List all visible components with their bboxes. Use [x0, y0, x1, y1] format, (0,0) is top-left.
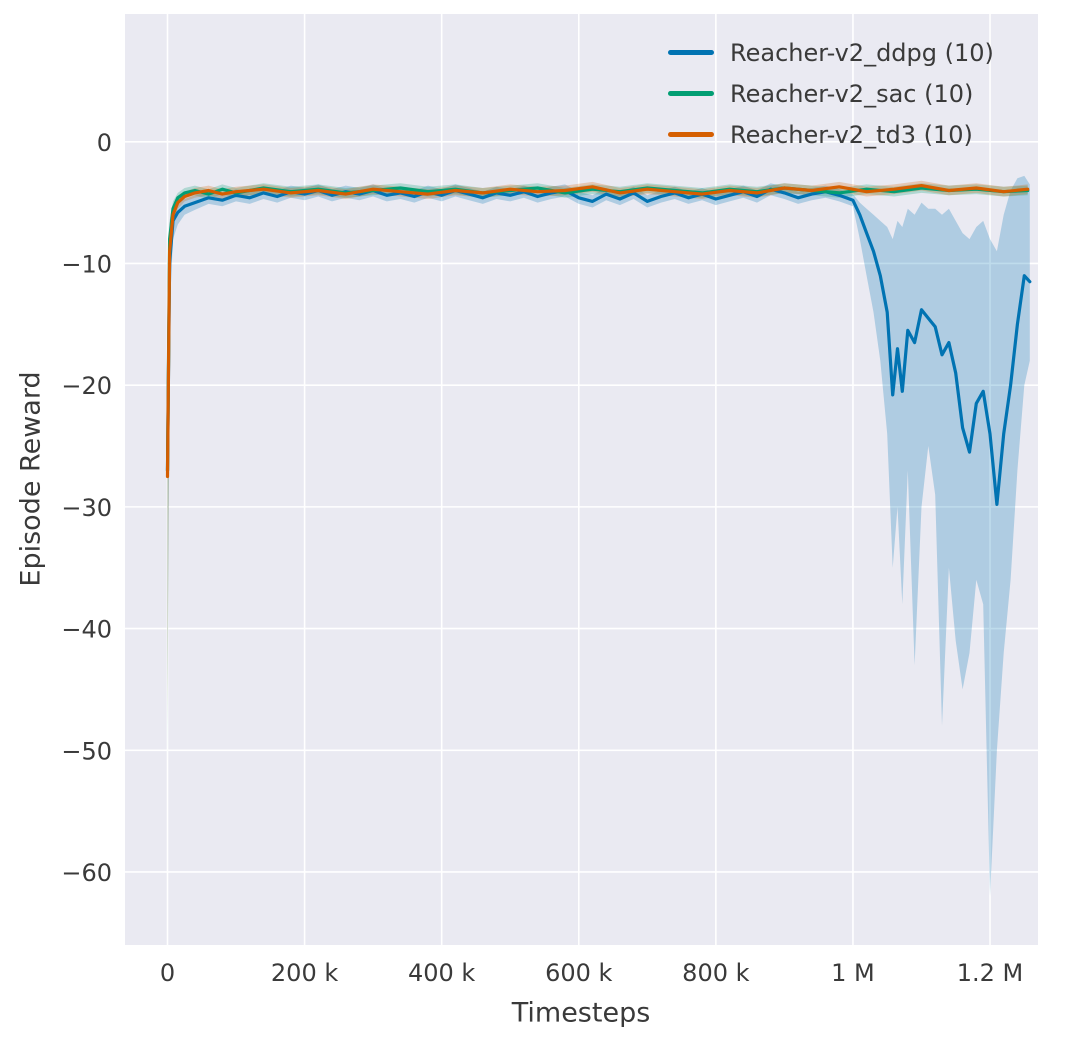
x-tick-label-2: 400 k: [408, 959, 475, 987]
legend-line-swatch-sac: [668, 91, 714, 96]
legend-line-swatch-td3: [668, 132, 714, 137]
y-tick-label-5: −50: [61, 737, 112, 765]
legend-item-sac: Reacher-v2_sac (10): [668, 77, 994, 110]
y-tick-label-4: −40: [61, 616, 112, 644]
plot-area: [165, 175, 1032, 897]
legend-line-swatch-ddpg: [668, 50, 714, 55]
series-line-2: [165, 184, 1030, 479]
plot-background: [125, 14, 1038, 945]
legend-label-sac: Reacher-v2_sac (10): [730, 79, 974, 108]
legend: Reacher-v2_ddpg (10) Reacher-v2_sac (10)…: [668, 36, 994, 151]
x-axis-label: Timesteps: [511, 997, 651, 1029]
legend-label-ddpg: Reacher-v2_ddpg (10): [730, 38, 994, 67]
x-tick-label-0: 0: [160, 959, 175, 987]
legend-item-ddpg: Reacher-v2_ddpg (10): [668, 36, 994, 69]
y-tick-label-3: −30: [61, 494, 112, 522]
y-tick-label-6: −60: [61, 859, 112, 887]
x-tick-label-3: 600 k: [545, 959, 612, 987]
y-tick-label-0: 0: [97, 129, 112, 157]
y-tick-label-2: −20: [61, 372, 112, 400]
legend-label-td3: Reacher-v2_td3 (10): [730, 120, 973, 149]
y-tick-label-1: −10: [61, 250, 112, 278]
confidence-band-0: [167, 175, 1030, 897]
legend-item-td3: Reacher-v2_td3 (10): [668, 118, 994, 151]
x-tick-label-1: 200 k: [271, 959, 338, 987]
x-tick-label-5: 1 M: [831, 959, 875, 987]
x-tick-label-6: 1.2 M: [957, 959, 1024, 987]
x-tick-label-4: 800 k: [682, 959, 749, 987]
y-axis-label: Episode Reward: [15, 371, 47, 587]
